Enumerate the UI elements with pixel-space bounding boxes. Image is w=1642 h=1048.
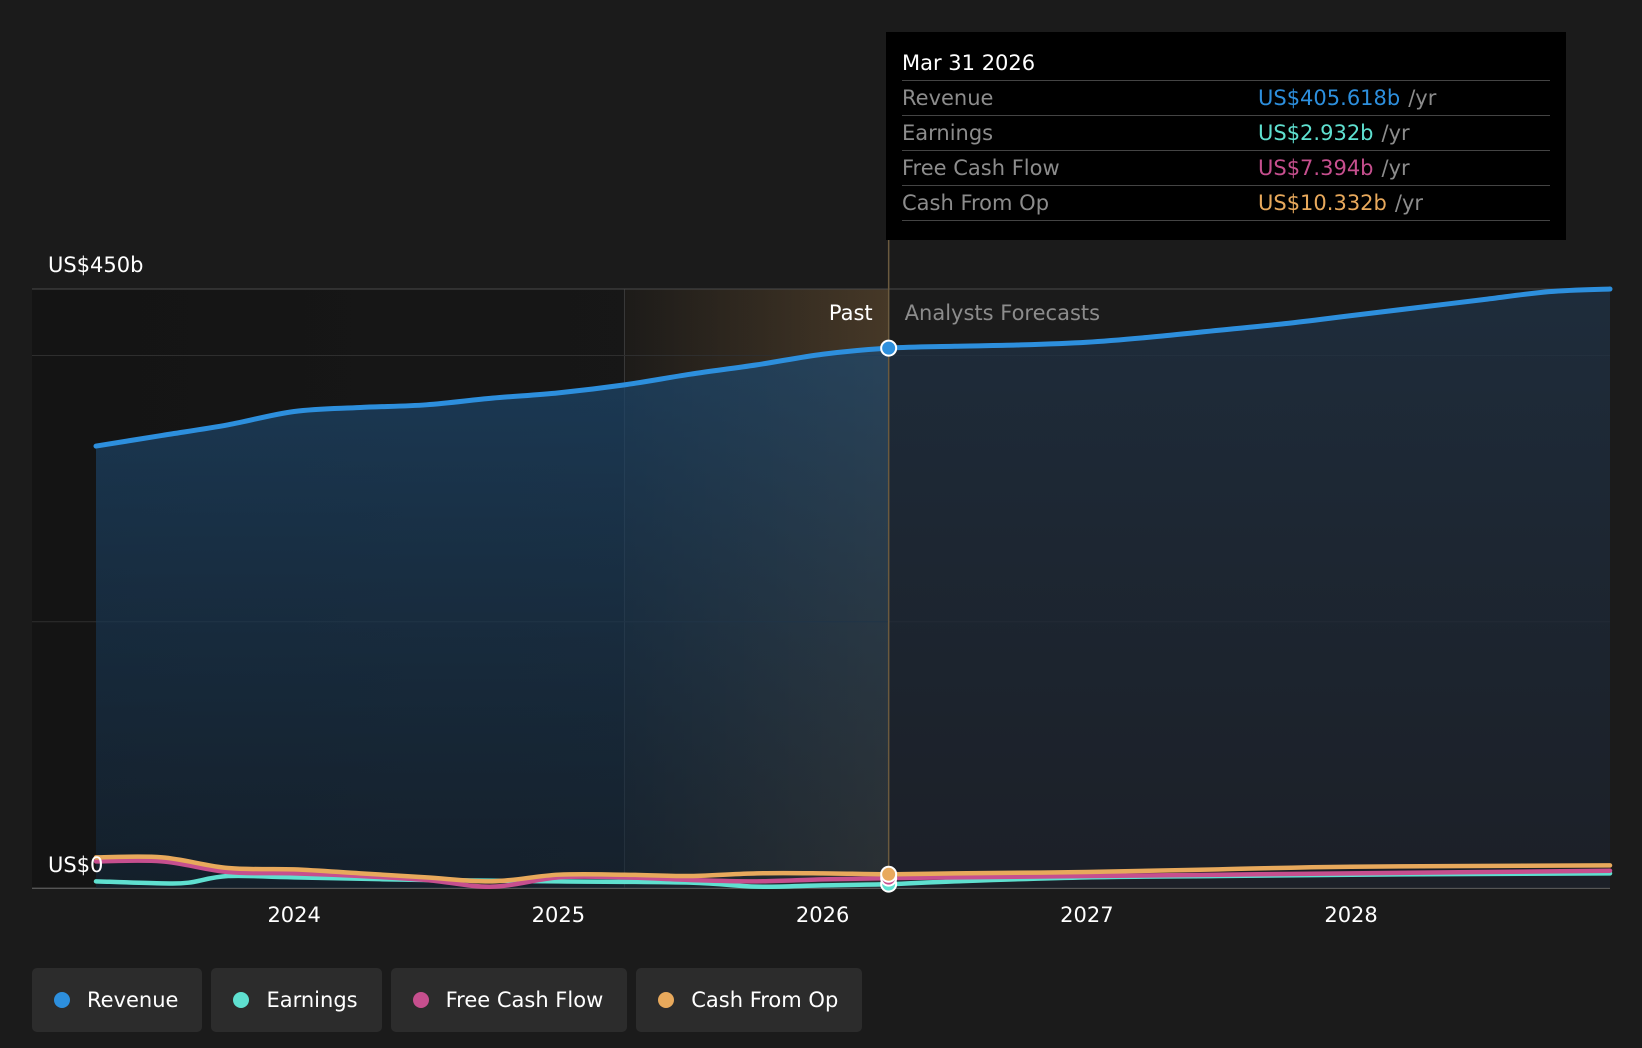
revenue-line [93, 286, 1613, 449]
tooltip-series-name: Cash From Op [902, 191, 1050, 215]
tooltip-series-name: Earnings [902, 121, 994, 145]
legend-item-free-cash-flow[interactable]: Free Cash Flow [390, 968, 628, 1032]
x-tick-label: 2025 [532, 903, 585, 927]
legend-label: Earnings [266, 988, 358, 1012]
x-axis-line [32, 888, 1610, 889]
tooltip-series-value: US$7.394b [1258, 156, 1374, 180]
tooltip-unit: /yr [1381, 121, 1410, 145]
cash-from-op-marker [880, 865, 898, 883]
x-tick-label: 2024 [267, 903, 320, 927]
legend-dot-icon [658, 992, 675, 1008]
x-tick-label: 2028 [1324, 903, 1377, 927]
x-tick-label: 2026 [796, 903, 849, 927]
revenue-area-forecast [888, 289, 1610, 888]
tooltip-unit: /yr [1408, 86, 1437, 110]
legend-dot-icon [412, 992, 429, 1008]
y-axis-top-label: US$450b [48, 253, 143, 277]
tooltip-unit: /yr [1381, 156, 1410, 180]
tooltip-series-name: Free Cash Flow [902, 156, 1060, 180]
legend-label: Revenue [87, 988, 179, 1012]
legend-item-earnings[interactable]: Earnings [211, 968, 382, 1032]
legend-dot-icon [233, 992, 250, 1008]
legend-dot-icon [54, 992, 70, 1008]
tooltip-unit: /yr [1394, 191, 1424, 215]
tooltip-row: Cash From Op US$10.332b/yr [902, 185, 1550, 221]
tooltip-row: Free Cash Flow US$7.394b/yr [902, 150, 1550, 185]
legend: Revenue Earnings Free Cash Flow Cash From O… [32, 968, 863, 1032]
tooltip-date: Mar 31 2026 [902, 51, 1036, 75]
y-axis-bottom-label: US$0 [48, 853, 103, 877]
revenue-marker [880, 339, 898, 357]
legend-label: Cash From Op [691, 988, 839, 1012]
legend-item-revenue[interactable]: Revenue [32, 968, 203, 1032]
x-tick-label: 2027 [1060, 903, 1113, 927]
cash-from-op-line [93, 854, 1613, 884]
tooltip-row: Earnings US$2.932b/yr [902, 115, 1550, 150]
tooltip-row: Revenue US$405.618b/yr [902, 80, 1550, 115]
legend-label: Free Cash Flow [445, 988, 604, 1012]
free-cash-flow-line [93, 858, 1613, 889]
past-label: Past [829, 301, 873, 325]
tooltip-series-value: US$405.618b [1258, 86, 1401, 110]
tooltip: Mar 31 2026 Revenue US$405.618b/yr Earning… [886, 32, 1566, 240]
tooltip-series-name: Revenue [902, 86, 994, 110]
revenue-area-past [96, 348, 889, 888]
forecast-label: Analysts Forecasts [905, 301, 1100, 325]
legend-item-cash-from-op[interactable]: Cash From Op [636, 968, 863, 1032]
tooltip-series-value: US$2.932b [1258, 121, 1374, 145]
tooltip-series-value: US$10.332b [1258, 191, 1387, 215]
